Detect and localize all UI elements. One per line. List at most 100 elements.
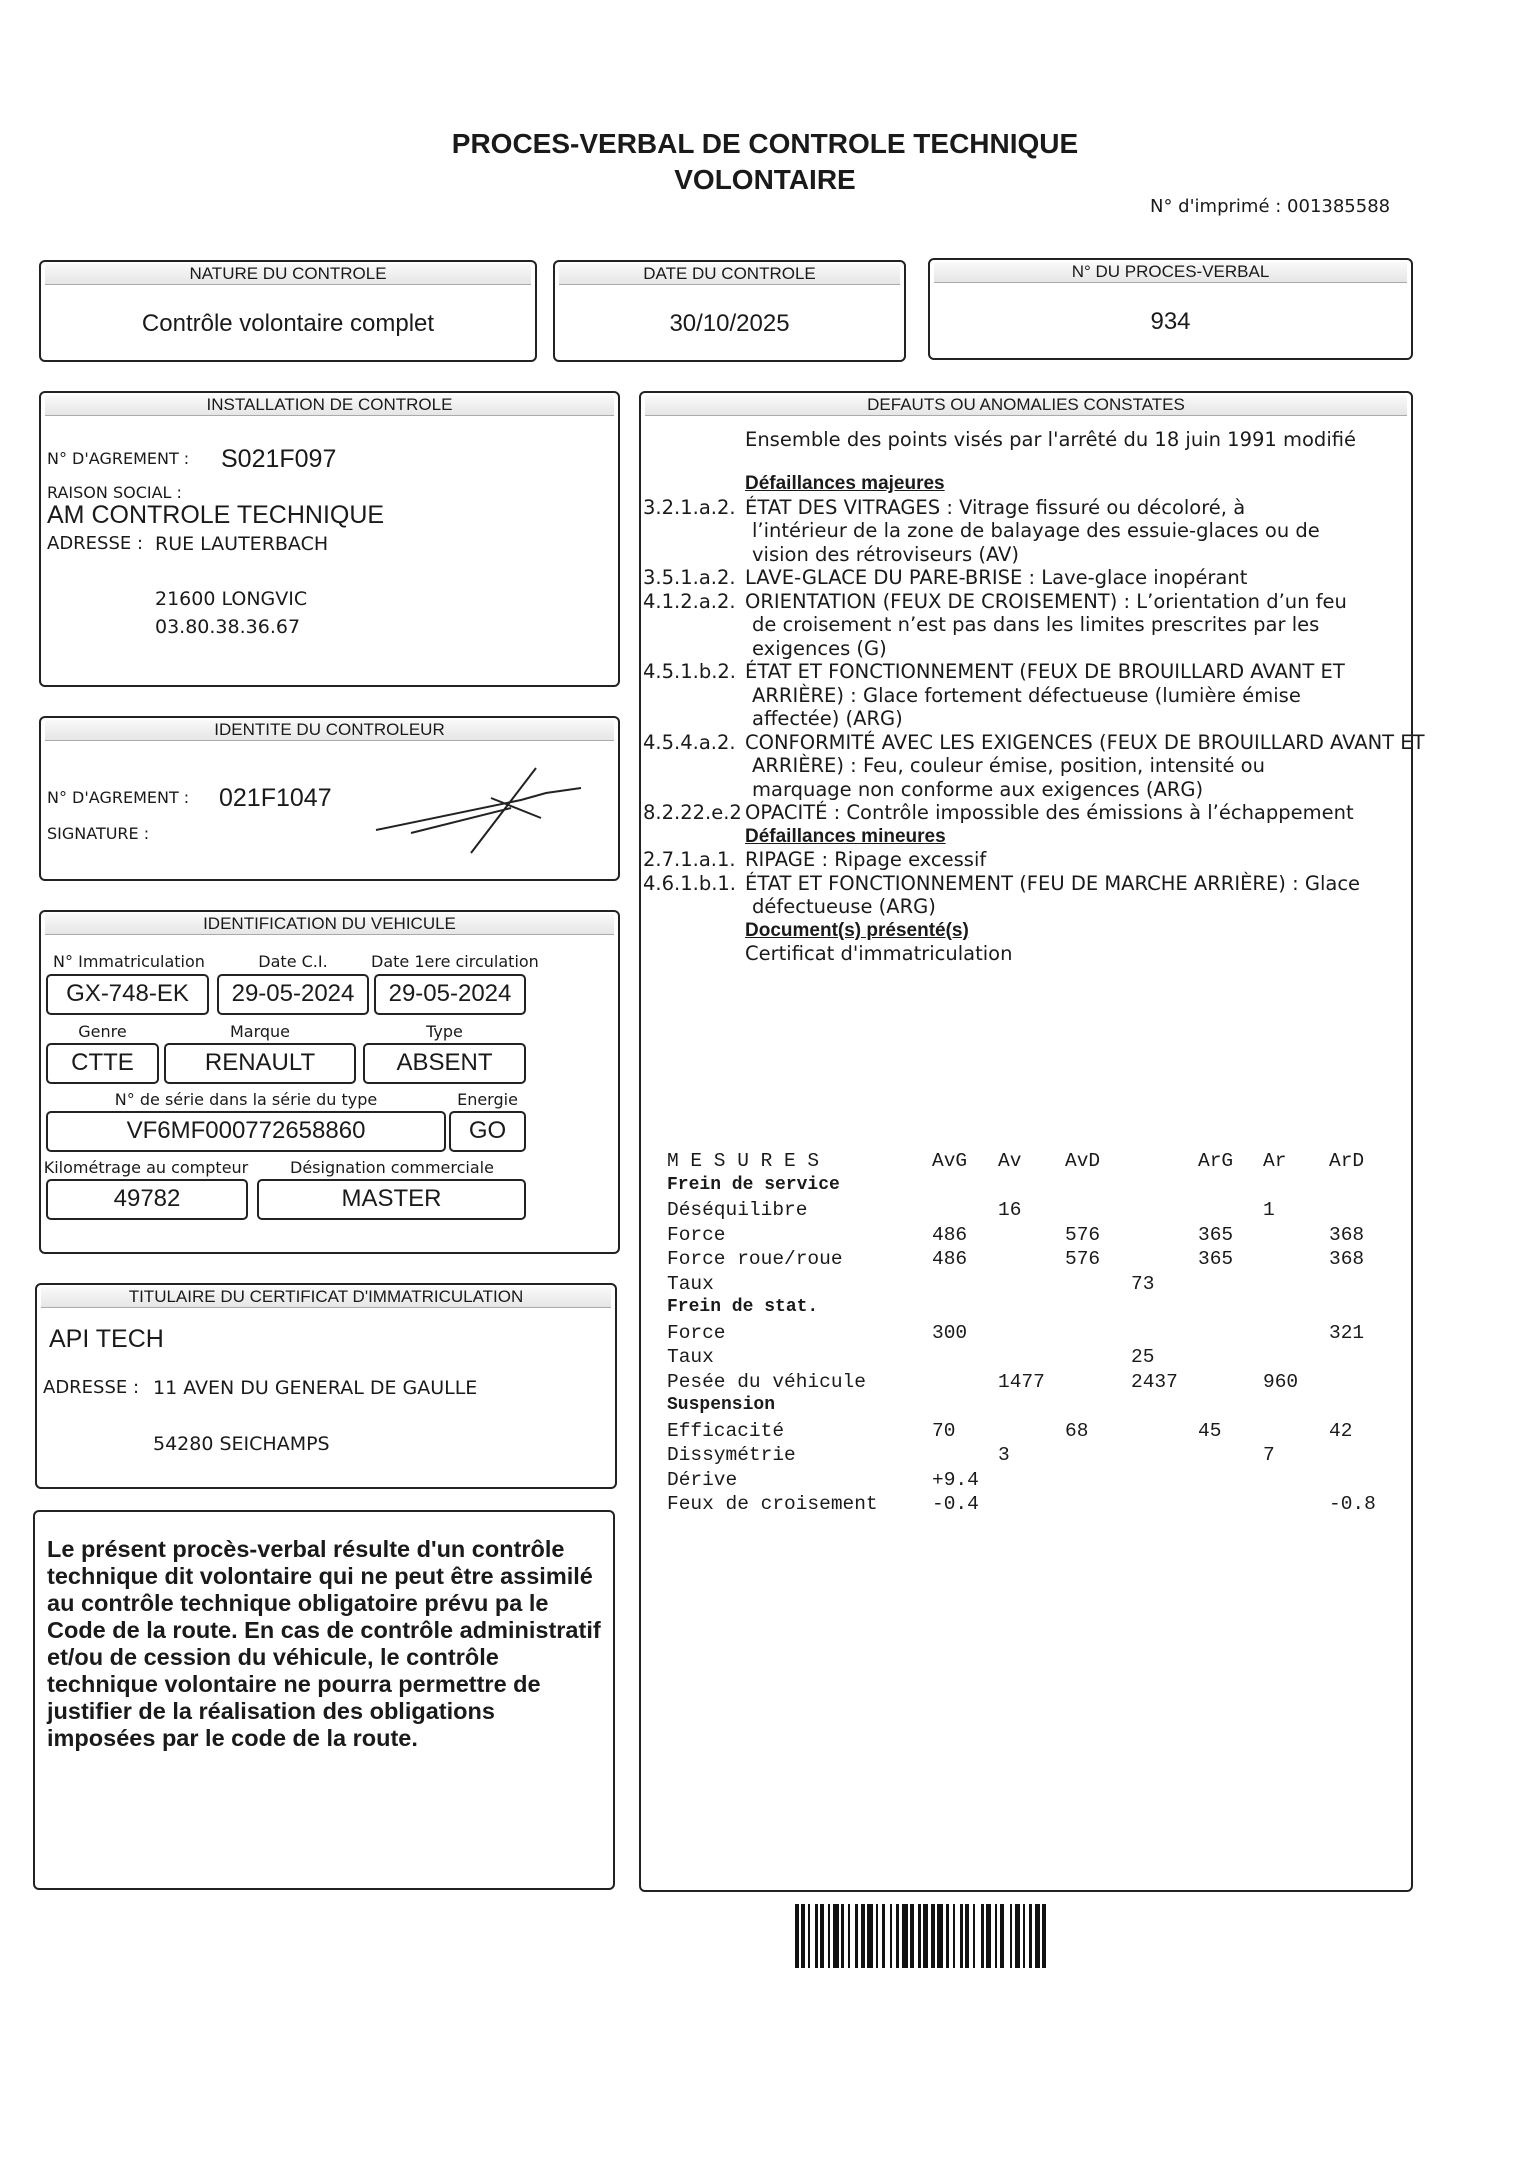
mesures-cell: 368 (1329, 1223, 1365, 1246)
signature-image (375, 767, 582, 854)
barcode-bar (818, 1904, 820, 1968)
mesures-cell: 16 (998, 1199, 1022, 1221)
barcode-bar (1042, 1904, 1046, 1968)
mesures-row-label: Feux de croisement (667, 1493, 878, 1515)
barcode-bar (830, 1904, 833, 1968)
mesures-row-label: Déséquilibre (667, 1199, 808, 1221)
defect-code: 8.2.22.e.2 (643, 801, 742, 824)
km-value: 49782 (46, 1179, 248, 1220)
mesures-row-label: Force roue/roue (667, 1248, 843, 1270)
barcode-bar (908, 1904, 910, 1968)
defect-text: ORIENTATION (FEUX DE CROISEMENT) : L’ori… (745, 589, 1347, 613)
barcode-bar (935, 1904, 937, 1968)
mesures-row-label: Suspension (667, 1395, 776, 1415)
notice-box (33, 1510, 615, 1890)
mesures-cell: 42 (1329, 1419, 1353, 1442)
barcode-bar (902, 1904, 908, 1968)
barcode-bar (867, 1904, 873, 1968)
barcode-bar (943, 1904, 946, 1968)
titulaire-box: TITULAIRE DU CERTIFICAT D'IMMATRICULATIO… (35, 1283, 617, 1489)
mesures-cell: 68 (1065, 1419, 1089, 1442)
barcode-bar (937, 1904, 943, 1968)
barcode-bar (1012, 1904, 1015, 1968)
date-ci-value: 29-05-2024 (217, 974, 369, 1015)
defect-text: ÉTAT ET FONCTIONNEMENT (FEU DE MARCHE AR… (745, 871, 1361, 895)
tel-value: 03.80.38.36.67 (155, 616, 301, 638)
defect-text: ÉTAT DES VITRAGES : Vitrage fissuré ou d… (745, 495, 1246, 519)
raison-value: AM CONTROLE TECHNIQUE (47, 501, 385, 529)
barcode-bar (878, 1904, 882, 1968)
barcode-bar (955, 1904, 960, 1968)
defect-code: 3.5.1.a.2. (643, 566, 736, 589)
barcode-bar (839, 1904, 841, 1968)
barcode-bar (896, 1904, 899, 1968)
barcode-bar (991, 1904, 995, 1968)
genre-label: Genre (78, 1022, 127, 1041)
km-label: Kilométrage au compteur (43, 1158, 249, 1177)
barcode-bar (858, 1904, 861, 1968)
energie-value: GO (449, 1111, 526, 1152)
type-label: Type (426, 1022, 463, 1041)
barcode-bar (981, 1904, 984, 1968)
barcode-bar (969, 1904, 973, 1968)
mesures-cell: 73 (1131, 1272, 1155, 1295)
barcode-bar (815, 1904, 818, 1968)
adresse-label: ADRESSE : (47, 533, 144, 554)
pv-box: N° DU PROCES-VERBAL 934 (928, 258, 1413, 360)
barcode-bar (931, 1904, 935, 1968)
barcode-bar (805, 1904, 808, 1968)
nature-header: NATURE DU CONTROLE (45, 264, 531, 285)
barcode-bar (928, 1904, 931, 1968)
genre-value: CTTE (46, 1043, 159, 1084)
barcode-bar (965, 1904, 969, 1968)
mesures-cell: -0.4 (932, 1493, 979, 1515)
barcode-bar (844, 1904, 848, 1968)
mesures-cell: 300 (932, 1321, 968, 1344)
mesures-cell: 1 (1263, 1199, 1275, 1221)
doc-title: PROCES-VERBAL DE CONTROLE TECHNIQUE (451, 128, 1079, 159)
mesures-row-label: Force (667, 1321, 726, 1344)
barcode-bar (1040, 1904, 1042, 1968)
barcode-bar (855, 1904, 858, 1968)
immat-value: GX-748-EK (46, 974, 209, 1015)
nature-value: Contrôle volontaire complet (141, 310, 435, 337)
barcode-bar (949, 1904, 953, 1968)
barcode-bar (799, 1904, 801, 1968)
agrement-value: S021F097 (221, 445, 337, 473)
titulaire-adresse-label: ADRESSE : (43, 1377, 140, 1398)
barcode-bar (1004, 1904, 1010, 1968)
mesures-cell: 3 (998, 1444, 1010, 1466)
immat-label: N° Immatriculation (53, 952, 205, 971)
mesures-column-header: ArG (1198, 1150, 1234, 1172)
barcode-bar (808, 1904, 810, 1968)
barcode-bar (997, 1904, 1000, 1968)
vehicule-box: IDENTIFICATION DU VEHICULE N° Immatricul… (39, 910, 620, 1254)
ville-value: 21600 LONGVIC (155, 588, 308, 610)
mesures-cell: 45 (1198, 1419, 1222, 1442)
titulaire-ville: 54280 SEICHAMPS (153, 1433, 330, 1455)
pv-header: N° DU PROCES-VERBAL (934, 262, 1407, 283)
defect-text: LAVE-GLACE DU PARE-BRISE : Lave-glace in… (745, 566, 1248, 589)
date-box: DATE DU CONTROLE 30/10/2025 (553, 260, 906, 362)
mesures-column-header: Ar (1263, 1150, 1287, 1172)
defect-text: ARRIÈRE) : Glace fortement défectueuse (… (752, 683, 1301, 707)
barcode-bar (914, 1904, 918, 1968)
barcode-bar (973, 1904, 975, 1968)
barcode-bar (910, 1904, 914, 1968)
vehicule-header: IDENTIFICATION DU VEHICULE (45, 914, 614, 935)
barcode-bar (995, 1904, 997, 1968)
barcode-bar (892, 1904, 896, 1968)
barcode-bar (801, 1904, 805, 1968)
type-value: ABSENT (363, 1043, 526, 1084)
mesures-cell: 486 (932, 1223, 968, 1246)
mesures-cell: +9.4 (932, 1468, 979, 1491)
date-value: 30/10/2025 (669, 310, 790, 337)
barcode-bar (861, 1904, 865, 1968)
mesures-column-header: AvG (932, 1150, 968, 1172)
mesures-row-label: Frein de service (667, 1174, 840, 1195)
mesures-row-label: Pesée du véhicule (667, 1370, 866, 1393)
mesures-row-label: Force (667, 1223, 726, 1246)
mesures-cell: 576 (1065, 1223, 1101, 1246)
mesures-cell: 368 (1329, 1248, 1365, 1270)
